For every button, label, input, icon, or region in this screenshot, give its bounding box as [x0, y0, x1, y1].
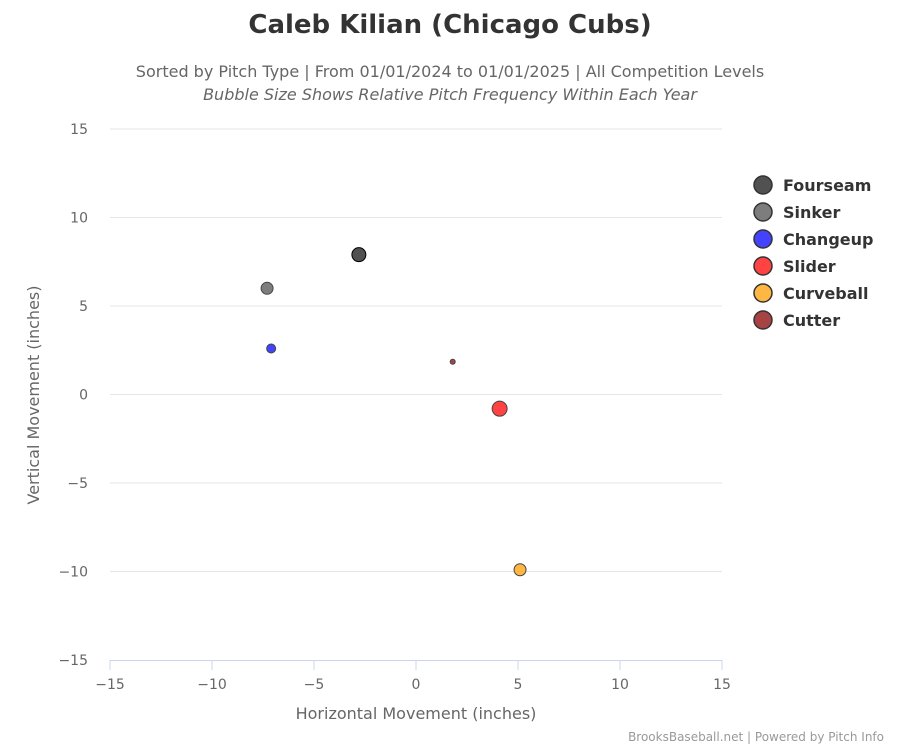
x-tick-label: 15	[713, 677, 731, 693]
x-tick-label: 10	[611, 677, 629, 693]
data-point-fourseam[interactable]	[351, 247, 367, 263]
legend-marker-curveball	[753, 283, 773, 303]
legend-item-fourseam[interactable]: Fourseam	[783, 176, 871, 195]
y-axis-label: Vertical Movement (inches)	[24, 286, 43, 505]
legend-marker-cutter	[753, 310, 773, 330]
legend-item-slider[interactable]: Slider	[783, 257, 836, 276]
legend-marker-sinker	[753, 202, 773, 222]
data-point-cutter[interactable]	[449, 358, 456, 365]
x-tick-label: −15	[95, 677, 125, 693]
legend-item-cutter[interactable]: Cutter	[783, 311, 840, 330]
y-tick-label: −10	[58, 565, 88, 581]
chart-subtitle: Sorted by Pitch Type | From 01/01/2024 t…	[135, 62, 765, 81]
chart-subtitle-2: Bubble Size Shows Relative Pitch Frequen…	[203, 85, 697, 104]
data-point-slider[interactable]	[491, 400, 508, 417]
y-tick-label: −15	[58, 653, 88, 669]
y-tick-label: 5	[79, 299, 88, 315]
legend-marker-slider	[753, 256, 773, 276]
y-tick-label: 0	[79, 388, 88, 404]
legend-item-curveball[interactable]: Curveball	[783, 284, 869, 303]
y-tick-label: 15	[70, 122, 88, 138]
legend-marker-changeup	[753, 229, 773, 249]
data-point-changeup[interactable]	[266, 343, 277, 354]
x-tick-label: 5	[514, 677, 523, 693]
y-tick-label: −5	[67, 476, 88, 492]
legend-item-sinker[interactable]: Sinker	[783, 203, 840, 222]
x-tick-label: −5	[304, 677, 325, 693]
y-tick-label: 10	[70, 211, 88, 227]
data-point-sinker[interactable]	[260, 281, 274, 295]
x-tick-label: 0	[412, 677, 421, 693]
x-axis-label: Horizontal Movement (inches)	[296, 704, 537, 723]
chart-title: Caleb Kilian (Chicago Cubs)	[248, 10, 652, 40]
credit-text[interactable]: BrooksBaseball.net | Powered by Pitch In…	[628, 730, 884, 744]
x-tick-label: −10	[197, 677, 227, 693]
legend-item-changeup[interactable]: Changeup	[783, 230, 873, 249]
data-point-curveball[interactable]	[513, 563, 527, 577]
legend-marker-fourseam	[753, 175, 773, 195]
